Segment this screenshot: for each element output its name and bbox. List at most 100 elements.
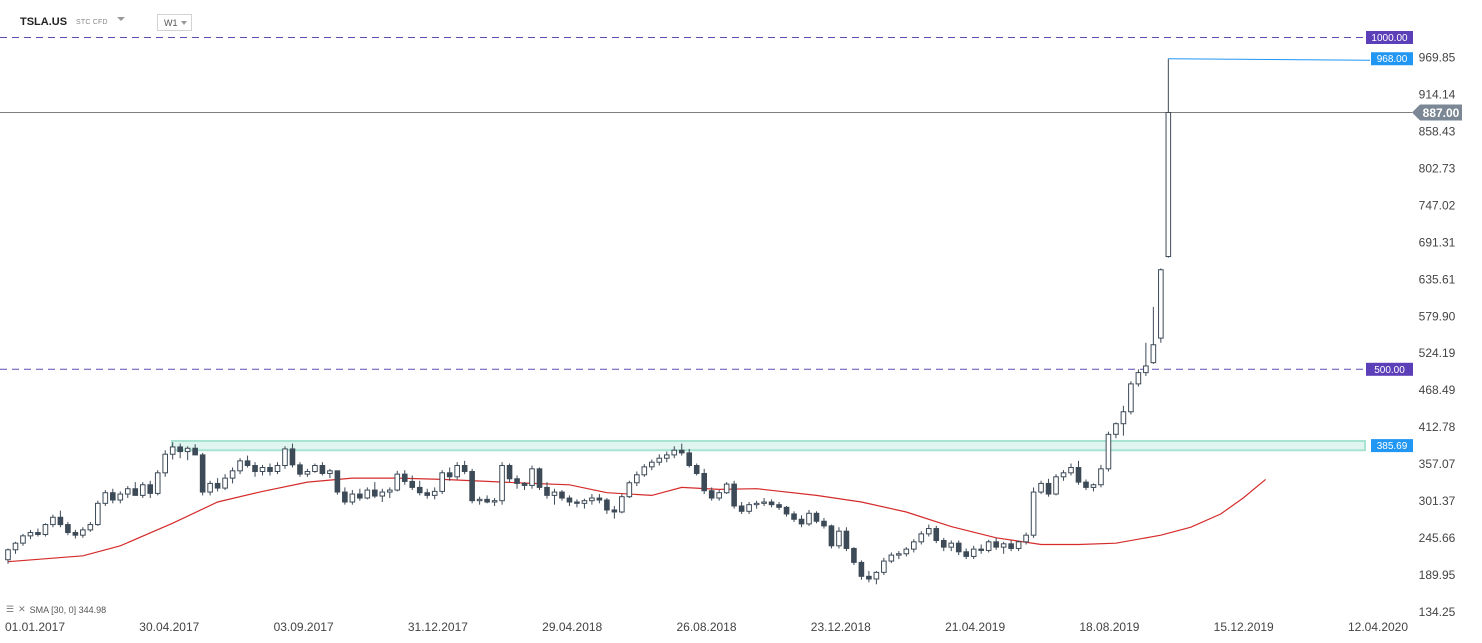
candle-body[interactable] xyxy=(110,492,116,501)
candle-body[interactable] xyxy=(1023,534,1029,543)
candle-body[interactable] xyxy=(581,500,588,504)
candle-body[interactable] xyxy=(506,465,513,480)
candle-body[interactable] xyxy=(169,446,176,455)
candle-body[interactable] xyxy=(401,473,408,482)
candle-body[interactable] xyxy=(761,501,767,504)
candle-body[interactable] xyxy=(836,530,842,547)
candle-body[interactable] xyxy=(72,532,79,536)
candle-body[interactable] xyxy=(327,470,333,474)
candle-body[interactable] xyxy=(50,516,56,526)
candle-body[interactable] xyxy=(237,460,243,472)
candle-body[interactable] xyxy=(1165,111,1172,257)
candle-body[interactable] xyxy=(372,489,378,497)
bars-icon[interactable]: ☰ xyxy=(6,604,15,614)
candle-body[interactable] xyxy=(1068,467,1074,474)
candle-body[interactable] xyxy=(27,532,34,537)
candle-body[interactable] xyxy=(514,478,520,484)
candle-body[interactable] xyxy=(274,465,281,472)
candle-body[interactable] xyxy=(1090,484,1097,488)
candle-body[interactable] xyxy=(551,491,558,496)
candle-body[interactable] xyxy=(873,571,880,580)
candle-body[interactable] xyxy=(798,518,805,525)
candle-body[interactable] xyxy=(476,498,483,502)
candle-body[interactable] xyxy=(57,516,64,526)
candle-body[interactable] xyxy=(611,509,618,513)
candle-body[interactable] xyxy=(783,506,790,515)
candle-body[interactable] xyxy=(154,472,161,494)
candle-body[interactable] xyxy=(791,513,797,520)
candle-body[interactable] xyxy=(147,484,154,494)
candle-body[interactable] xyxy=(439,472,445,492)
candle-body[interactable] xyxy=(738,505,745,512)
candle-body[interactable] xyxy=(948,542,955,548)
candle-body[interactable] xyxy=(364,489,371,499)
candle-body[interactable] xyxy=(663,454,670,459)
candle-body[interactable] xyxy=(409,480,416,488)
candle-body[interactable] xyxy=(319,465,326,474)
candle-body[interactable] xyxy=(753,502,760,506)
candle-body[interactable] xyxy=(768,501,775,506)
symbol-label[interactable]: TSLA.US xyxy=(20,16,68,28)
candle-body[interactable] xyxy=(386,489,393,493)
candle-body[interactable] xyxy=(80,529,86,536)
candle-body[interactable] xyxy=(806,512,812,525)
candle-body[interactable] xyxy=(95,502,101,526)
candle-body[interactable] xyxy=(267,467,273,472)
candle-body[interactable] xyxy=(1113,423,1119,435)
candle-body[interactable] xyxy=(424,492,431,496)
candle-body[interactable] xyxy=(656,457,663,463)
candle-body[interactable] xyxy=(686,452,693,467)
candle-body[interactable] xyxy=(461,465,468,472)
candle-body[interactable] xyxy=(716,492,722,499)
candle-body[interactable] xyxy=(499,465,505,502)
candle-body[interactable] xyxy=(484,498,490,503)
candle-body[interactable] xyxy=(843,530,850,549)
candle-body[interactable] xyxy=(776,504,782,508)
candle-body[interactable] xyxy=(394,473,401,491)
candle-body[interactable] xyxy=(139,484,146,496)
candle-body[interactable] xyxy=(708,490,715,499)
candle-body[interactable] xyxy=(379,491,386,497)
candle-body[interactable] xyxy=(723,483,730,494)
candle-body[interactable] xyxy=(940,539,947,548)
candle-body[interactable] xyxy=(813,512,820,522)
candle-body[interactable] xyxy=(566,497,573,503)
candle-body[interactable] xyxy=(1075,467,1082,483)
candle-body[interactable] xyxy=(701,472,707,492)
candle-body[interactable] xyxy=(1150,344,1157,364)
sma-line[interactable] xyxy=(7,477,1266,563)
candle-body[interactable] xyxy=(491,500,498,503)
candle-body[interactable] xyxy=(746,504,752,512)
candle-body[interactable] xyxy=(469,470,475,502)
candle-body[interactable] xyxy=(446,472,453,478)
candle-body[interactable] xyxy=(978,548,984,551)
candle-body[interactable] xyxy=(334,470,341,493)
candle-body[interactable] xyxy=(521,482,528,486)
candle-body[interactable] xyxy=(634,474,640,484)
candle-body[interactable] xyxy=(993,541,999,548)
candle-body[interactable] xyxy=(1030,491,1037,536)
candle-body[interactable] xyxy=(896,553,902,556)
candle-body[interactable] xyxy=(1038,482,1044,493)
candle-body[interactable] xyxy=(925,528,932,535)
candle-body[interactable] xyxy=(252,465,258,472)
candle-body[interactable] xyxy=(20,535,26,544)
candle-body[interactable] xyxy=(132,488,139,496)
candle-body[interactable] xyxy=(529,468,535,486)
candle-body[interactable] xyxy=(574,501,580,504)
candle-body[interactable] xyxy=(177,446,183,453)
candle-body[interactable] xyxy=(678,449,685,454)
candle-body[interactable] xyxy=(117,493,124,501)
candle-body[interactable] xyxy=(87,524,94,531)
candle-body[interactable] xyxy=(289,448,296,466)
candle-body[interactable] xyxy=(626,482,633,498)
candle-body[interactable] xyxy=(985,541,992,551)
candle-body[interactable] xyxy=(244,460,251,467)
candle-body[interactable] xyxy=(828,525,835,547)
candle-body[interactable] xyxy=(888,554,895,562)
candle-body[interactable] xyxy=(641,466,648,476)
candle-body[interactable] xyxy=(648,461,655,468)
candle-body[interactable] xyxy=(1060,472,1067,478)
candle-body[interactable] xyxy=(35,532,41,536)
candle-body[interactable] xyxy=(589,497,595,502)
